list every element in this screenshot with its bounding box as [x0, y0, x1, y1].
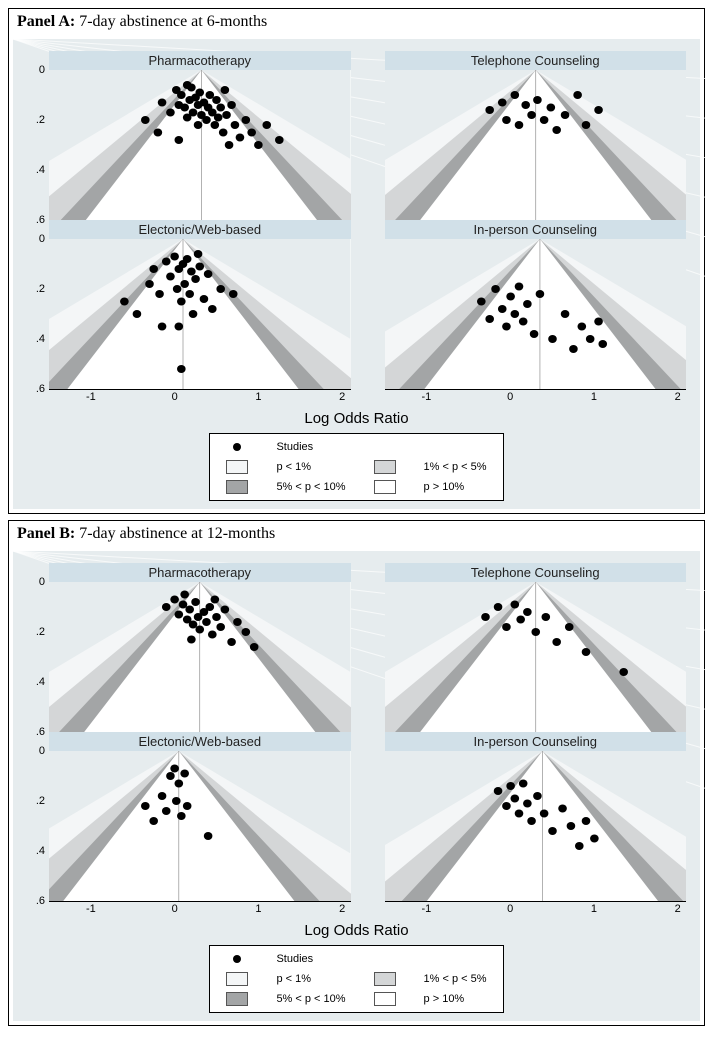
- legend-label: p > 10%: [424, 993, 487, 1005]
- legend-dot-icon: [226, 952, 248, 966]
- subplot: In-person Counseling -1 0 1 2: [357, 732, 693, 918]
- y-tick: .2: [36, 283, 45, 295]
- plot-area: [385, 70, 687, 220]
- x-axis-ticks: -1 0 1 2: [49, 390, 351, 406]
- y-tick: .4: [36, 676, 45, 688]
- subplot-title: In-person Counseling: [385, 220, 687, 239]
- x-tick: 2: [339, 391, 345, 403]
- y-axis-ticks: 0.2.4.6: [21, 751, 47, 901]
- subplot-grid: Pharmacotherapy 0 .2 .4 .6 Telephone Counsel…: [21, 51, 692, 501]
- y-tick: .2: [36, 114, 45, 126]
- panel: Panel A: 7-day abstinence at 6-months Pha…: [8, 8, 705, 514]
- subplot: Telephone Counseling: [357, 563, 693, 732]
- x-tick: 2: [675, 903, 681, 915]
- subplot: Electonic/Web-based 0 .2 .4 .6 -1 0 1 2: [21, 732, 357, 918]
- y-tick: .4: [36, 164, 45, 176]
- plot-area: [49, 70, 351, 220]
- plot-area: [385, 239, 687, 389]
- legend-label: 1% < p < 5%: [424, 973, 487, 985]
- plot-area: [49, 582, 351, 732]
- legend: Studies p < 1% 1% < p < 5% 5% < p < 10% …: [21, 945, 692, 1013]
- panel: Panel B: 7-day abstinence at 12-months Ph…: [8, 520, 705, 1026]
- x-axis-label: Log Odds Ratio: [21, 918, 692, 945]
- x-tick: -1: [86, 903, 96, 915]
- subplot-title: In-person Counseling: [385, 732, 687, 751]
- subplot-title: Electonic/Web-based: [49, 732, 351, 751]
- legend-swatch-icon: [374, 460, 396, 474]
- legend-swatch-icon: [374, 992, 396, 1006]
- subplot: In-person Counseling -1 0 1 2: [357, 220, 693, 406]
- x-tick: 0: [172, 903, 178, 915]
- panel-title: Panel A: 7-day abstinence at 6-months: [9, 9, 704, 35]
- y-tick: .6: [36, 895, 45, 907]
- y-tick: 0: [39, 233, 45, 245]
- y-tick: .2: [36, 795, 45, 807]
- x-tick: 1: [255, 391, 261, 403]
- x-tick: 2: [339, 903, 345, 915]
- legend-swatch-icon: [374, 480, 396, 494]
- y-tick: 0: [39, 576, 45, 588]
- subplot: Pharmacotherapy0.2.4.6: [21, 51, 357, 220]
- legend-label: 1% < p < 5%: [424, 461, 487, 473]
- x-tick: -1: [421, 903, 431, 915]
- legend-dot-icon: [226, 440, 248, 454]
- y-tick: .2: [36, 626, 45, 638]
- x-tick: -1: [86, 391, 96, 403]
- plot-area: [385, 582, 687, 732]
- y-tick: 0: [39, 745, 45, 757]
- plot-area: [385, 751, 687, 901]
- y-axis-ticks: 0.2.4.6: [21, 70, 47, 220]
- x-axis-ticks: -1 0 1 2: [385, 902, 687, 918]
- y-axis-ticks: 0.2.4.6: [21, 582, 47, 732]
- chart-area: Pharmacotherapy 0 .2 .4 .6 Telephone Counsel…: [13, 39, 700, 509]
- x-axis-ticks: -1 0 1 2: [49, 902, 351, 918]
- subplot: Telephone Counseling: [357, 51, 693, 220]
- legend: Studies p < 1% 1% < p < 5% 5% < p < 10% …: [21, 433, 692, 501]
- legend-label: Studies: [276, 441, 345, 453]
- y-tick: .4: [36, 333, 45, 345]
- legend-swatch-icon: [226, 460, 248, 474]
- legend-swatch-icon: [226, 992, 248, 1006]
- subplot-title: Telephone Counseling: [385, 51, 687, 70]
- legend-swatch-icon: [226, 972, 248, 986]
- legend-label: p > 10%: [424, 481, 487, 493]
- legend-swatch-icon: [374, 972, 396, 986]
- subplot-title: Pharmacotherapy: [49, 51, 351, 70]
- x-tick: 0: [507, 903, 513, 915]
- panel-title: Panel B: 7-day abstinence at 12-months: [9, 521, 704, 547]
- x-axis-ticks: -1 0 1 2: [385, 390, 687, 406]
- x-tick: 2: [675, 391, 681, 403]
- y-axis-ticks: 0.2.4.6: [21, 239, 47, 389]
- legend-label: 5% < p < 10%: [276, 993, 345, 1005]
- subplot-title: Electonic/Web-based: [49, 220, 351, 239]
- y-tick: .6: [36, 383, 45, 395]
- subplot-title: Pharmacotherapy: [49, 563, 351, 582]
- x-tick: -1: [421, 391, 431, 403]
- legend-label: p < 1%: [276, 461, 345, 473]
- x-axis-label: Log Odds Ratio: [21, 406, 692, 433]
- legend-label: 5% < p < 10%: [276, 481, 345, 493]
- subplot-title: Telephone Counseling: [385, 563, 687, 582]
- legend-label: p < 1%: [276, 973, 345, 985]
- legend-label: Studies: [276, 953, 345, 965]
- plot-area: [49, 239, 351, 389]
- x-tick: 0: [507, 391, 513, 403]
- x-tick: 1: [255, 903, 261, 915]
- subplot-grid: Pharmacotherapy 0 .2 .4 .6 Telephone Counsel…: [21, 563, 692, 1013]
- y-tick: 0: [39, 64, 45, 76]
- x-tick: 1: [591, 391, 597, 403]
- x-tick: 0: [172, 391, 178, 403]
- subplot: Electonic/Web-based 0 .2 .4 .6 -1 0 1 2: [21, 220, 357, 406]
- legend-swatch-icon: [226, 480, 248, 494]
- chart-area: Pharmacotherapy 0 .2 .4 .6 Telephone Counsel…: [13, 551, 700, 1021]
- subplot: Pharmacotherapy0.2.4.6: [21, 563, 357, 732]
- x-tick: 1: [591, 903, 597, 915]
- plot-area: [49, 751, 351, 901]
- y-tick: .4: [36, 845, 45, 857]
- legend-box: Studies p < 1% 1% < p < 5% 5% < p < 10% …: [209, 945, 503, 1013]
- legend-box: Studies p < 1% 1% < p < 5% 5% < p < 10% …: [209, 433, 503, 501]
